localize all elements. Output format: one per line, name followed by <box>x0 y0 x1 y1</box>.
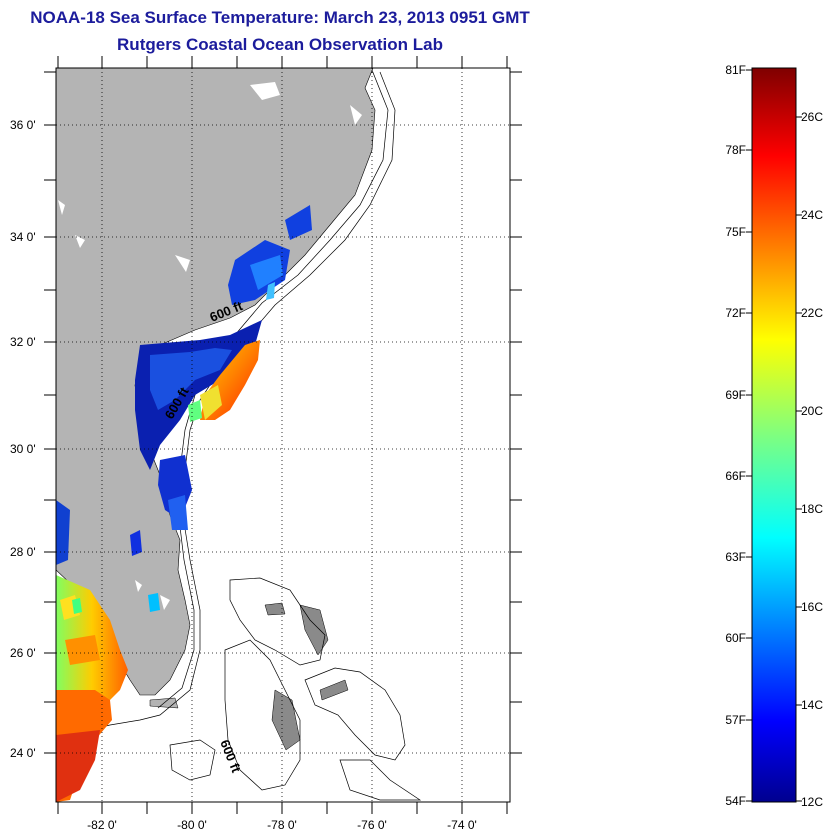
colorbar-c-label: 12C <box>801 795 823 809</box>
sst-data-swath <box>56 205 312 802</box>
temperature-colorbar <box>751 67 797 803</box>
colorbar-c-label: 14C <box>801 698 823 712</box>
colorbar-celsius-labels: 26C 24C 22C 20C 18C 16C 14C 12C <box>801 110 823 809</box>
bahamas-island <box>264 602 286 616</box>
lon-label: -74 0' <box>447 818 477 832</box>
lat-label: 36 0' <box>10 118 36 132</box>
bahamas-island <box>299 604 329 656</box>
colorbar-ticks <box>746 69 802 802</box>
colorbar-f-label: 69F <box>725 388 746 402</box>
colorbar-c-label: 22C <box>801 306 823 320</box>
lat-label: 24 0' <box>10 746 36 760</box>
lon-label: -80 0' <box>177 818 207 832</box>
lat-label: 32 0' <box>10 335 36 349</box>
colorbar-c-label: 18C <box>801 502 823 516</box>
map-title: NOAA-18 Sea Surface Temperature: March 2… <box>30 8 530 27</box>
colorbar-f-label: 60F <box>725 631 746 645</box>
latitude-labels: 36 0' 34 0' 32 0' 30 0' 28 0' 26 0' 24 0… <box>10 118 36 760</box>
colorbar-f-label: 75F <box>725 225 746 239</box>
colorbar-c-label: 26C <box>801 110 823 124</box>
plot-frame <box>55 67 511 803</box>
colorbar-c-label: 16C <box>801 600 823 614</box>
bahamas-island <box>319 679 349 701</box>
lat-label: 30 0' <box>10 442 36 456</box>
isobath-contours <box>89 69 422 801</box>
colorbar-f-label: 81F <box>725 63 746 77</box>
colorbar-f-label: 78F <box>725 143 746 157</box>
map-subtitle: Rutgers Coastal Ocean Observation Lab <box>117 35 443 54</box>
lat-label: 34 0' <box>10 230 36 244</box>
colorbar-f-label: 72F <box>725 306 746 320</box>
longitude-labels: -82 0' -80 0' -78 0' -76 0' -74 0' <box>87 818 477 832</box>
inland-lakes <box>58 82 362 610</box>
lat-label: 26 0' <box>10 646 36 660</box>
colorbar-c-label: 24C <box>801 208 823 222</box>
lon-label: -76 0' <box>357 818 387 832</box>
colorbar-f-label: 63F <box>725 550 746 564</box>
lat-label: 28 0' <box>10 545 36 559</box>
colorbar-c-label: 20C <box>801 404 823 418</box>
lon-label: -78 0' <box>267 818 297 832</box>
colorbar-f-label: 66F <box>725 469 746 483</box>
colorbar-fahrenheit-labels: 81F 78F 75F 72F 69F 66F 63F 60F 57F 54F <box>725 63 746 808</box>
colorbar-f-label: 57F <box>725 713 746 727</box>
axis-ticks <box>44 56 522 814</box>
colorbar-f-label: 54F <box>725 794 746 808</box>
lon-label: -82 0' <box>87 818 117 832</box>
